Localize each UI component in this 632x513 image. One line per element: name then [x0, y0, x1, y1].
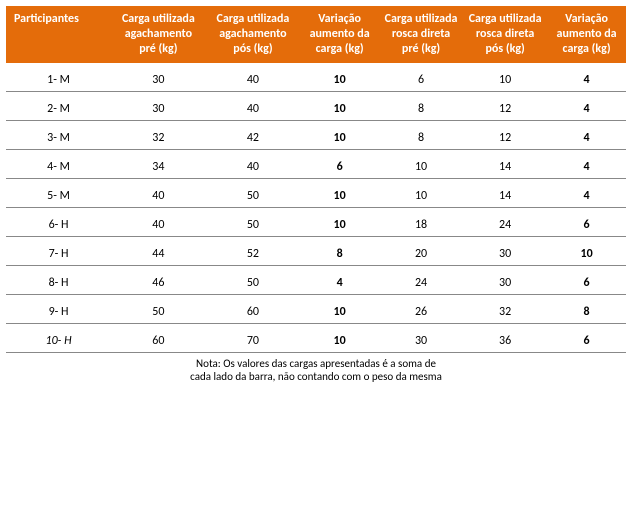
- table-cell: 10: [300, 121, 379, 150]
- table-cell: 8: [379, 121, 463, 150]
- table-cell: 40: [206, 150, 301, 179]
- table-cell: 50: [206, 266, 301, 295]
- column-header: Variação aumento da carga (kg): [547, 6, 626, 63]
- table-cell: 52: [206, 237, 301, 266]
- table-cell: 24: [463, 208, 547, 237]
- table-row: 3- M3242108124: [6, 121, 626, 150]
- table-cell: 10: [300, 208, 379, 237]
- table-cell: 8: [300, 237, 379, 266]
- table-cell: 4: [547, 150, 626, 179]
- table-cell: 30: [111, 92, 206, 121]
- table-cell: 32: [463, 295, 547, 324]
- table-cell: 30: [463, 266, 547, 295]
- table-cell: 10: [300, 179, 379, 208]
- table-cell: 4: [547, 121, 626, 150]
- table-cell: 46: [111, 266, 206, 295]
- column-header: Carga utilizada rosca direta pós (kg): [463, 6, 547, 63]
- column-header: Carga utilizada agachamento pós (kg): [206, 6, 301, 63]
- table-cell: 40: [111, 179, 206, 208]
- table-cell: 1- M: [6, 63, 111, 92]
- table-cell: 24: [379, 266, 463, 295]
- table-cell: 10: [379, 179, 463, 208]
- footnote: Nota: Os valores das cargas apresentadas…: [6, 357, 626, 383]
- table-cell: 18: [379, 208, 463, 237]
- table-cell: 60: [111, 324, 206, 353]
- column-header: Variação aumento da carga (kg): [300, 6, 379, 63]
- table-cell: 10: [379, 150, 463, 179]
- table-cell: 30: [111, 63, 206, 92]
- table-cell: 3- M: [6, 121, 111, 150]
- table-cell: 40: [206, 92, 301, 121]
- table-cell: 70: [206, 324, 301, 353]
- table-cell: 4: [300, 266, 379, 295]
- table-cell: 6: [379, 63, 463, 92]
- table-cell: 10: [300, 324, 379, 353]
- table-cell: 10: [463, 63, 547, 92]
- table-cell: 10- H: [6, 324, 111, 353]
- table-cell: 7- H: [6, 237, 111, 266]
- column-header: Participantes: [6, 6, 111, 63]
- table-cell: 4: [547, 92, 626, 121]
- table-cell: 34: [111, 150, 206, 179]
- table-cell: 36: [463, 324, 547, 353]
- table-row: 4- M3440610144: [6, 150, 626, 179]
- table-cell: 6- H: [6, 208, 111, 237]
- table-row: 5- M40501010144: [6, 179, 626, 208]
- table-container: ParticipantesCarga utilizada agachamento…: [6, 6, 626, 383]
- table-cell: 6: [547, 266, 626, 295]
- table-cell: 2- M: [6, 92, 111, 121]
- table-cell: 20: [379, 237, 463, 266]
- footnote-line: Nota: Os valores das cargas apresentadas…: [196, 357, 436, 370]
- table-cell: 4- M: [6, 150, 111, 179]
- table-cell: 14: [463, 179, 547, 208]
- table-cell: 42: [206, 121, 301, 150]
- table-cell: 32: [111, 121, 206, 150]
- table-cell: 26: [379, 295, 463, 324]
- table-cell: 8: [379, 92, 463, 121]
- table-row: 1- M3040106104: [6, 63, 626, 92]
- table-cell: 40: [206, 63, 301, 92]
- table-cell: 4: [547, 63, 626, 92]
- data-table: ParticipantesCarga utilizada agachamento…: [6, 6, 626, 353]
- table-row: 9- H50601026328: [6, 295, 626, 324]
- table-cell: 4: [547, 179, 626, 208]
- footnote-line: cada lado da barra, não contando com o p…: [190, 370, 442, 383]
- table-cell: 8: [547, 295, 626, 324]
- table-cell: 50: [206, 179, 301, 208]
- table-cell: 10: [300, 295, 379, 324]
- column-header: Carga utilizada rosca direta pré (kg): [379, 6, 463, 63]
- table-cell: 10: [300, 63, 379, 92]
- table-cell: 50: [111, 295, 206, 324]
- table-cell: 12: [463, 121, 547, 150]
- table-cell: 30: [379, 324, 463, 353]
- table-cell: 60: [206, 295, 301, 324]
- table-row: 6- H40501018246: [6, 208, 626, 237]
- table-cell: 6: [547, 208, 626, 237]
- table-cell: 10: [300, 92, 379, 121]
- table-cell: 30: [463, 237, 547, 266]
- table-cell: 50: [206, 208, 301, 237]
- table-row: 8- H4650424306: [6, 266, 626, 295]
- table-cell: 10: [547, 237, 626, 266]
- table-row: 2- M3040108124: [6, 92, 626, 121]
- table-cell: 9- H: [6, 295, 111, 324]
- table-row: 10- H60701030366: [6, 324, 626, 353]
- table-cell: 6: [300, 150, 379, 179]
- table-cell: 8- H: [6, 266, 111, 295]
- table-cell: 40: [111, 208, 206, 237]
- table-cell: 6: [547, 324, 626, 353]
- table-cell: 44: [111, 237, 206, 266]
- column-header: Carga utilizada agachamento pré (kg): [111, 6, 206, 63]
- table-row: 7- H44528203010: [6, 237, 626, 266]
- table-cell: 14: [463, 150, 547, 179]
- table-cell: 5- M: [6, 179, 111, 208]
- header-row: ParticipantesCarga utilizada agachamento…: [6, 6, 626, 63]
- table-cell: 12: [463, 92, 547, 121]
